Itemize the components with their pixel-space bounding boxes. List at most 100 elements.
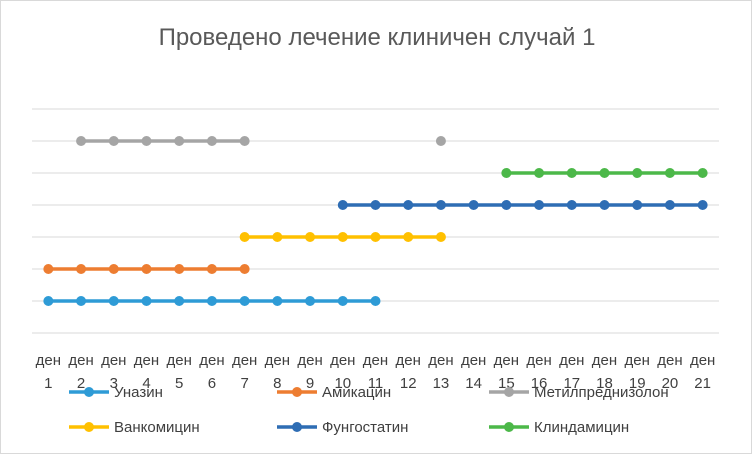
data-point	[370, 232, 381, 242]
legend-item: Ванкомицин	[69, 419, 200, 436]
x-tick-label: 14	[465, 375, 482, 392]
legend-item: Фунгостатин	[277, 419, 408, 436]
legend-marker	[292, 387, 302, 397]
data-point	[174, 296, 185, 306]
data-point	[76, 296, 87, 306]
x-tick-label: ден	[330, 352, 355, 369]
legend-marker	[292, 422, 302, 432]
series-5	[337, 200, 708, 210]
data-point	[534, 168, 545, 178]
x-tick-label: ден	[559, 352, 584, 369]
data-point	[697, 168, 708, 178]
data-point	[239, 296, 250, 306]
x-tick-label: 7	[240, 375, 248, 392]
x-tick-label: ден	[396, 352, 421, 369]
data-point	[305, 232, 316, 242]
legend-marker	[84, 387, 94, 397]
data-point	[141, 264, 152, 274]
series-1	[43, 296, 381, 306]
data-point	[272, 232, 283, 242]
x-tick-label: 10	[334, 375, 351, 392]
data-point	[435, 136, 446, 146]
data-point	[435, 200, 446, 210]
x-tick-label: 1	[44, 375, 52, 392]
data-point	[337, 200, 348, 210]
legend-label: Клиндамицин	[534, 419, 629, 436]
data-point	[370, 200, 381, 210]
data-point	[337, 296, 348, 306]
x-tick-label: 9	[306, 375, 314, 392]
data-point	[468, 200, 479, 210]
legend-label: Ванкомицин	[114, 419, 200, 436]
x-tick-label: ден	[363, 352, 388, 369]
data-point	[599, 168, 610, 178]
x-tick-label: 19	[629, 375, 646, 392]
data-point	[305, 296, 316, 306]
x-tick-label: ден	[625, 352, 650, 369]
data-point	[664, 200, 675, 210]
data-point	[108, 136, 119, 146]
x-tick-label: 3	[110, 375, 118, 392]
legend-marker	[504, 422, 514, 432]
x-tick-label: ден	[690, 352, 715, 369]
data-point	[76, 264, 87, 274]
x-tick-label: 2	[77, 375, 85, 392]
x-tick-label: ден	[526, 352, 551, 369]
data-point	[403, 232, 414, 242]
series-4	[239, 232, 446, 242]
x-tick-label: ден	[68, 352, 93, 369]
data-point	[141, 296, 152, 306]
data-point	[141, 136, 152, 146]
data-point	[501, 168, 512, 178]
x-tick-label: ден	[461, 352, 486, 369]
data-point	[43, 264, 54, 274]
data-point	[403, 200, 414, 210]
legend-item: Уназин	[69, 384, 163, 401]
legend-item: Амикацин	[277, 384, 391, 401]
legend-label: Метилпреднизолон	[534, 384, 669, 401]
data-point	[534, 200, 545, 210]
data-point	[435, 232, 446, 242]
data-point	[174, 264, 185, 274]
data-point	[337, 232, 348, 242]
x-tick-label: ден	[494, 352, 519, 369]
data-point	[566, 200, 577, 210]
chart-title: Проведено лечение клиничен случай 1	[159, 24, 596, 51]
data-point	[239, 264, 250, 274]
legend-item: Клиндамицин	[489, 419, 629, 436]
x-tick-label: 4	[142, 375, 150, 392]
data-point	[108, 264, 119, 274]
series-6	[501, 168, 708, 178]
series-2	[43, 264, 250, 274]
x-tick-label: 16	[531, 375, 548, 392]
x-tick-label: ден	[101, 352, 126, 369]
x-tick-label: 8	[273, 375, 281, 392]
x-tick-label: 18	[596, 375, 613, 392]
x-tick-label: ден	[592, 352, 617, 369]
x-tick-label: ден	[265, 352, 290, 369]
series-3	[76, 136, 446, 146]
x-tick-label: ден	[428, 352, 453, 369]
x-tick-label: 12	[400, 375, 417, 392]
data-point	[664, 168, 675, 178]
data-point	[272, 296, 283, 306]
legend-item: Метилпреднизолон	[489, 384, 669, 401]
legend-marker	[504, 387, 514, 397]
x-tick-label: ден	[297, 352, 322, 369]
data-point	[632, 200, 643, 210]
legend-label: Уназин	[114, 384, 163, 401]
x-tick-label: ден	[199, 352, 224, 369]
data-point	[697, 200, 708, 210]
data-point	[501, 200, 512, 210]
x-tick-label: 20	[662, 375, 679, 392]
x-tick-label: 17	[563, 375, 580, 392]
data-point	[632, 168, 643, 178]
x-tick-label: 21	[694, 375, 711, 392]
legend-label: Амикацин	[322, 384, 391, 401]
x-tick-label: ден	[167, 352, 192, 369]
x-tick-label: ден	[232, 352, 257, 369]
data-point	[599, 200, 610, 210]
data-point	[108, 296, 119, 306]
